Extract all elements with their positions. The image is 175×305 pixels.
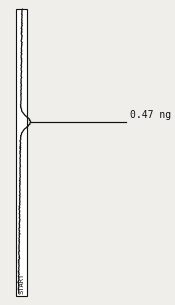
Text: START: START: [18, 273, 25, 294]
Text: 0.47 ng: 0.47 ng: [130, 110, 171, 120]
Bar: [16, 9, 27, 296]
